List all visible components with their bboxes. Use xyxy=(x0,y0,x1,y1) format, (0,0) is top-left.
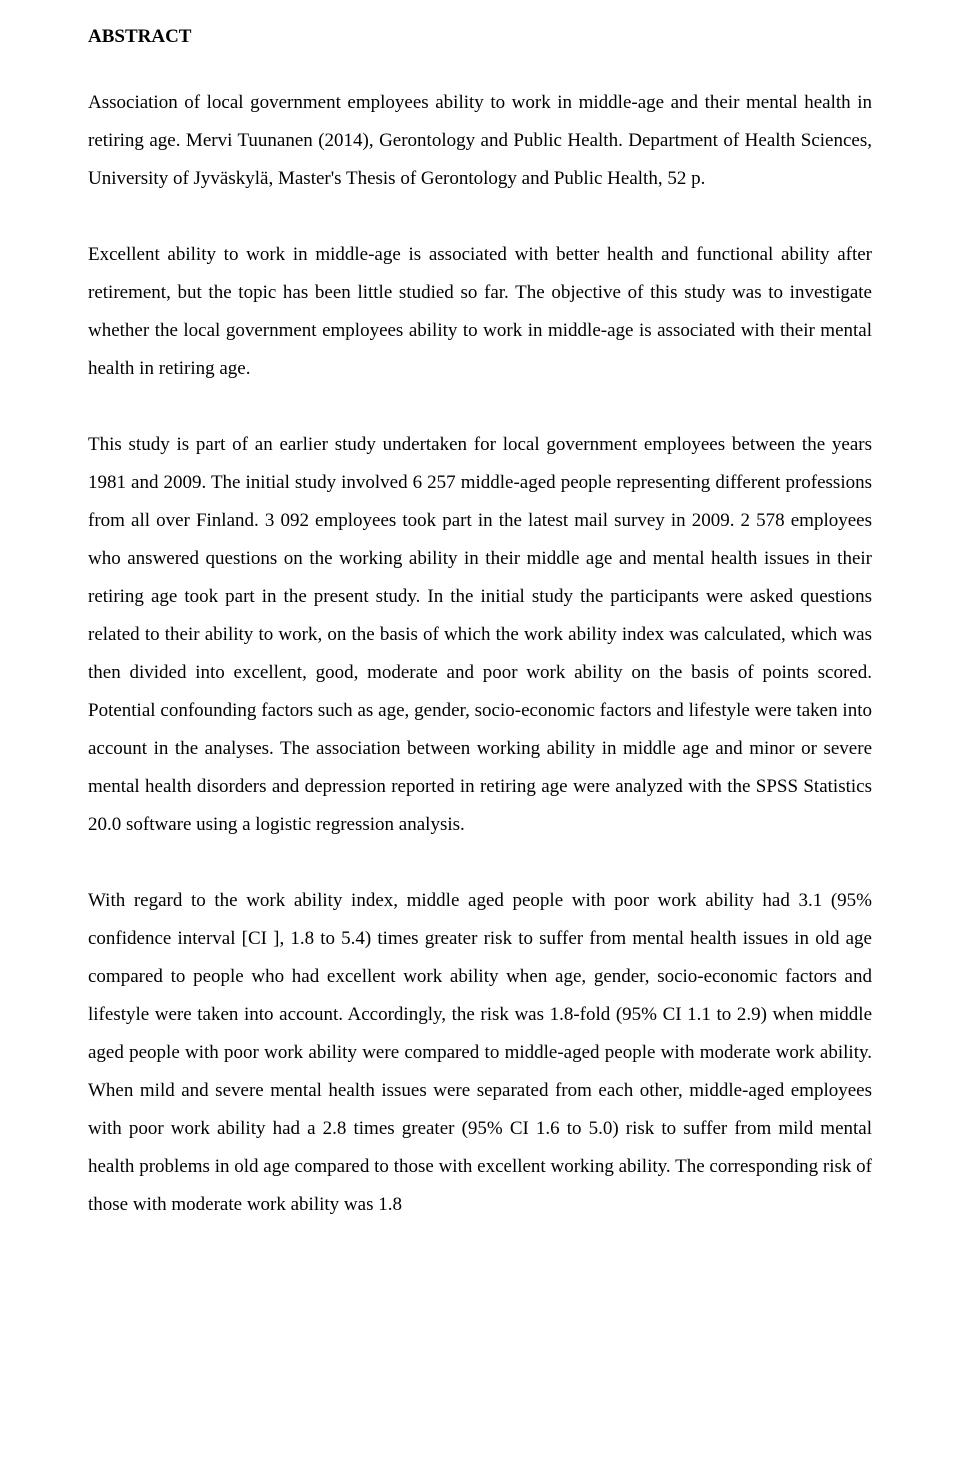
abstract-paragraph: This study is part of an earlier study u… xyxy=(88,426,872,844)
abstract-heading: ABSTRACT xyxy=(88,18,872,56)
abstract-paragraph: Association of local government employee… xyxy=(88,84,872,198)
abstract-paragraph: Excellent ability to work in middle-age … xyxy=(88,236,872,388)
abstract-paragraph: With regard to the work ability index, m… xyxy=(88,882,872,1224)
